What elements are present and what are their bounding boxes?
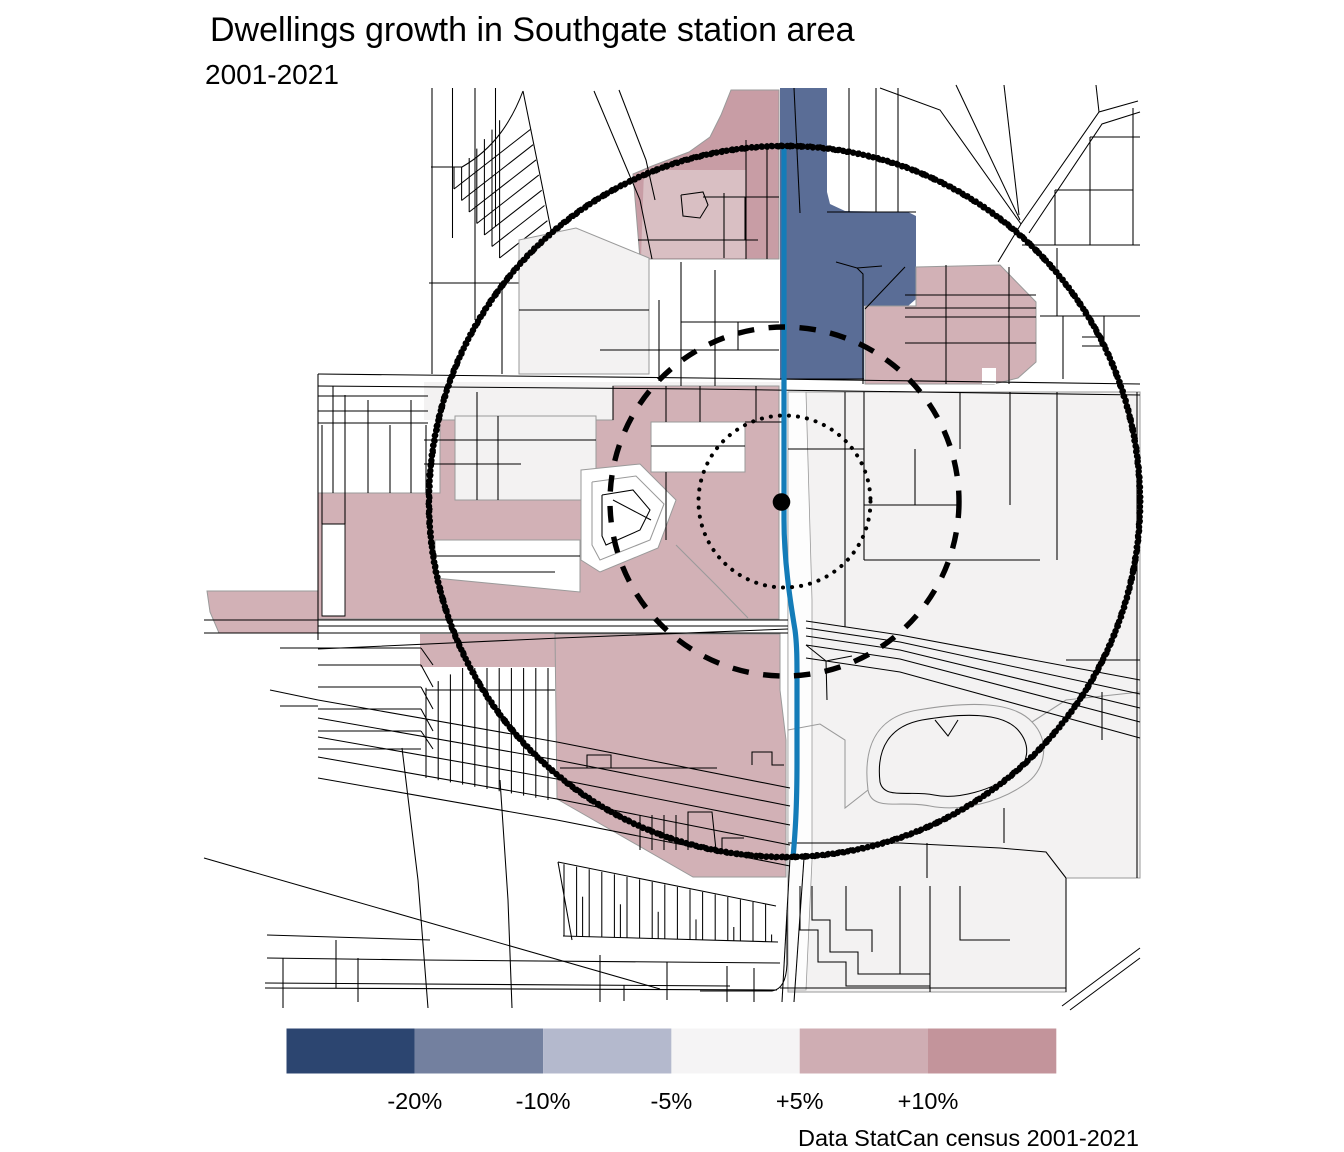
svg-text:2001-2021: 2001-2021 [205,59,339,90]
svg-text:-10%: -10% [516,1088,571,1114]
svg-text:+5%: +5% [776,1088,824,1114]
svg-text:-5%: -5% [651,1088,693,1114]
svg-text:-20%: -20% [387,1088,442,1114]
svg-text:+10%: +10% [898,1088,959,1114]
svg-text:Dwellings growth in Southgate: Dwellings growth in Southgate station ar… [210,11,855,49]
svg-text:Data StatCan census 2001-2021: Data StatCan census 2001-2021 [798,1125,1139,1151]
